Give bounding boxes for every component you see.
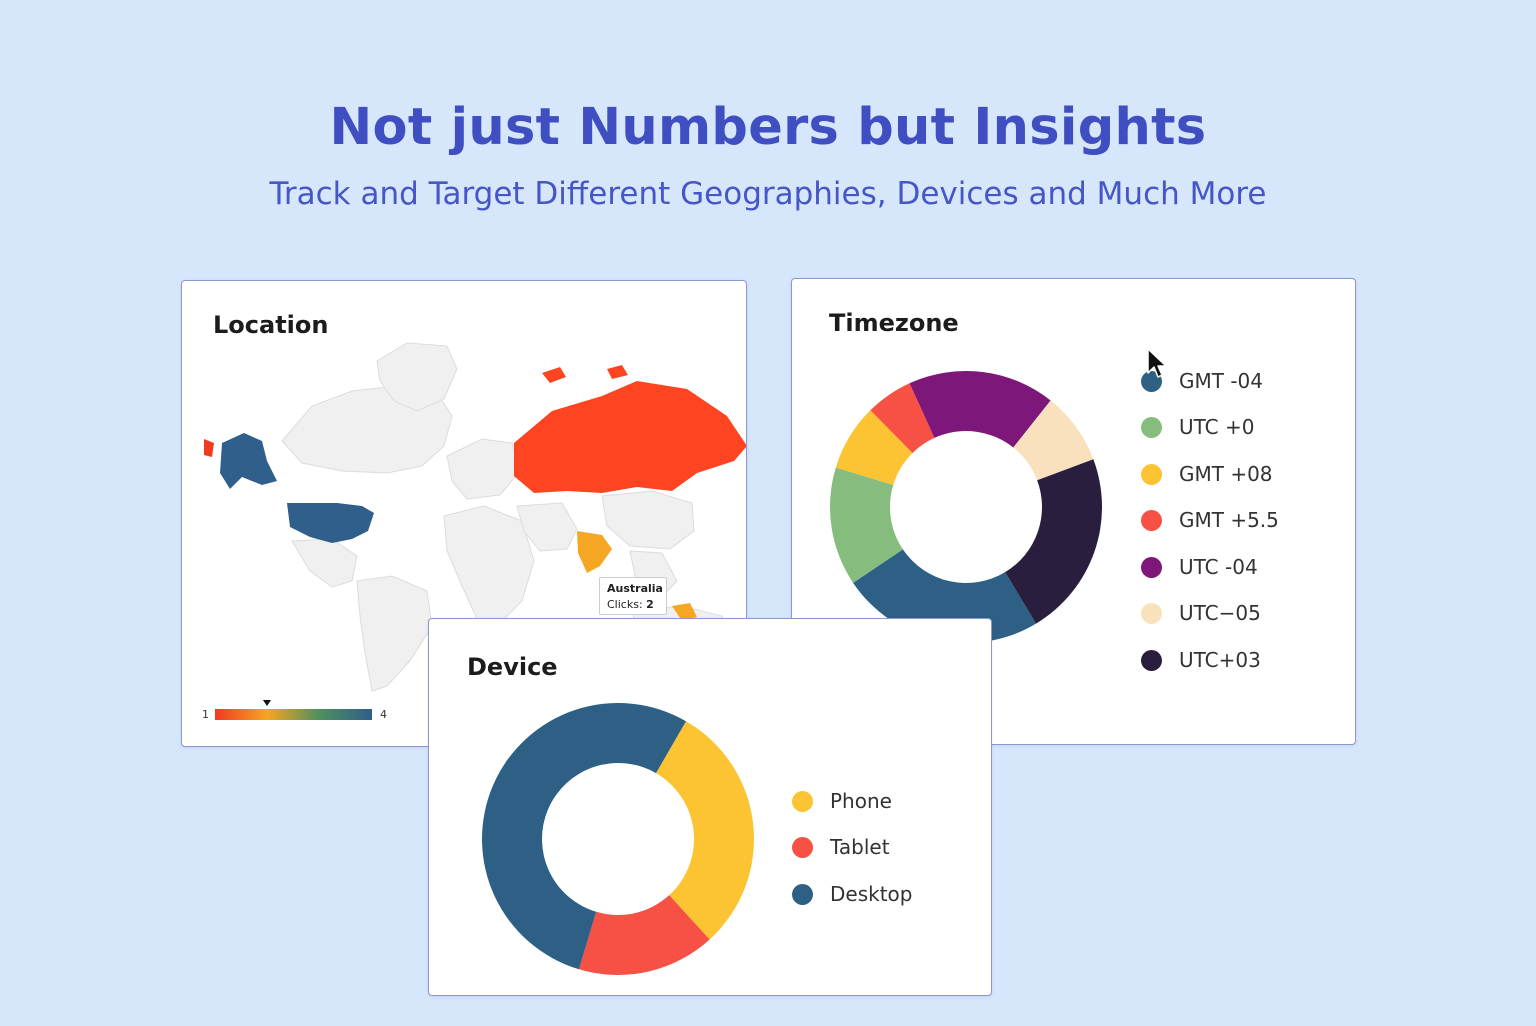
- legend-dot: [1141, 509, 1162, 531]
- timezone-title: Timezone: [829, 309, 959, 337]
- legend-dot: [1141, 416, 1162, 438]
- donut-slice-utc-05[interactable]: [1013, 400, 1094, 481]
- map-region-africa: [443, 505, 535, 627]
- legend-label: Tablet: [830, 835, 890, 859]
- map-region-alaska-east: [204, 439, 214, 457]
- legend-dot: [792, 883, 813, 905]
- map-region-middle-east: [516, 502, 578, 552]
- map-tooltip: Australia Clicks: 2: [599, 577, 667, 615]
- map-region-greenland: [376, 342, 458, 412]
- donut-slice-utc-0[interactable]: [830, 467, 903, 583]
- donut-slice-tablet[interactable]: [578, 895, 710, 975]
- legend-item-gmt-minus-04[interactable]: GMT -04: [1141, 369, 1263, 393]
- scale-min-label: 1: [202, 708, 209, 721]
- legend-dot: [1141, 649, 1162, 671]
- legend-dot: [1141, 602, 1162, 624]
- legend-label: UTC+03: [1179, 648, 1261, 672]
- location-title: Location: [213, 311, 329, 339]
- map-region-india: [577, 531, 612, 573]
- hero-title: Not just Numbers but Insights: [329, 98, 1207, 157]
- legend-label: Phone: [830, 789, 892, 813]
- legend-label: Desktop: [830, 882, 913, 906]
- donut-slice-phone[interactable]: [656, 721, 754, 940]
- device-title: Device: [467, 653, 558, 681]
- legend-dot: [1141, 556, 1162, 578]
- legend-item-tablet[interactable]: Tablet: [792, 835, 890, 859]
- color-scale-bar: [215, 709, 372, 720]
- map-region-china: [601, 490, 695, 550]
- legend-item-utc-minus-05[interactable]: UTC−05: [1141, 601, 1261, 625]
- map-region-russia: [514, 381, 746, 493]
- legend-item-gmt-plus-5-5[interactable]: GMT +5.5: [1141, 508, 1279, 532]
- tooltip-value: 2: [646, 598, 654, 611]
- legend-label: UTC -04: [1179, 555, 1258, 579]
- legend-item-utc-plus-03[interactable]: UTC+03: [1141, 648, 1261, 672]
- timezone-donut-chart[interactable]: [821, 362, 1111, 652]
- legend-label: GMT +5.5: [1179, 508, 1279, 532]
- legend-item-utc-minus-04[interactable]: UTC -04: [1141, 555, 1258, 579]
- legend-dot: [792, 836, 813, 858]
- legend-label: GMT +08: [1179, 462, 1273, 486]
- legend-dot: [1141, 463, 1162, 485]
- tooltip-label: Clicks:: [607, 598, 643, 611]
- legend-item-desktop[interactable]: Desktop: [792, 882, 912, 906]
- legend-item-gmt-plus-08[interactable]: GMT +08: [1141, 462, 1273, 486]
- legend-label: UTC−05: [1179, 601, 1261, 625]
- map-region-russia-islands: [542, 365, 628, 383]
- legend-label: UTC +0: [1179, 415, 1255, 439]
- donut-slice-utc-03[interactable]: [1005, 459, 1102, 624]
- map-region-mexico: [291, 538, 358, 588]
- map-region-south-america: [356, 575, 433, 692]
- legend-dot: [792, 790, 813, 812]
- map-region-australia: [672, 603, 697, 621]
- device-card: Device Phone Tablet Desktop: [428, 618, 992, 996]
- mouse-cursor-icon: [1147, 348, 1167, 378]
- map-region-united-states: [287, 503, 374, 543]
- hero-subtitle: Track and Target Different Geographies, …: [269, 176, 1267, 212]
- legend-item-phone[interactable]: Phone: [792, 789, 892, 813]
- donut-slice-desktop[interactable]: [482, 703, 686, 970]
- legend-item-utc-plus-0[interactable]: UTC +0: [1141, 415, 1255, 439]
- map-region-alaska: [220, 433, 277, 489]
- donut-slice-utc-04[interactable]: [909, 371, 1051, 448]
- scale-marker-icon: [263, 700, 271, 706]
- legend-label: GMT -04: [1179, 369, 1263, 393]
- device-donut-chart[interactable]: [473, 694, 763, 984]
- map-region-europe: [446, 438, 521, 500]
- donut-slice-gmt-5-5[interactable]: [870, 383, 935, 453]
- scale-max-label: 4: [380, 708, 387, 721]
- donut-slice-gmt-08[interactable]: [835, 410, 913, 485]
- tooltip-country: Australia: [607, 582, 663, 595]
